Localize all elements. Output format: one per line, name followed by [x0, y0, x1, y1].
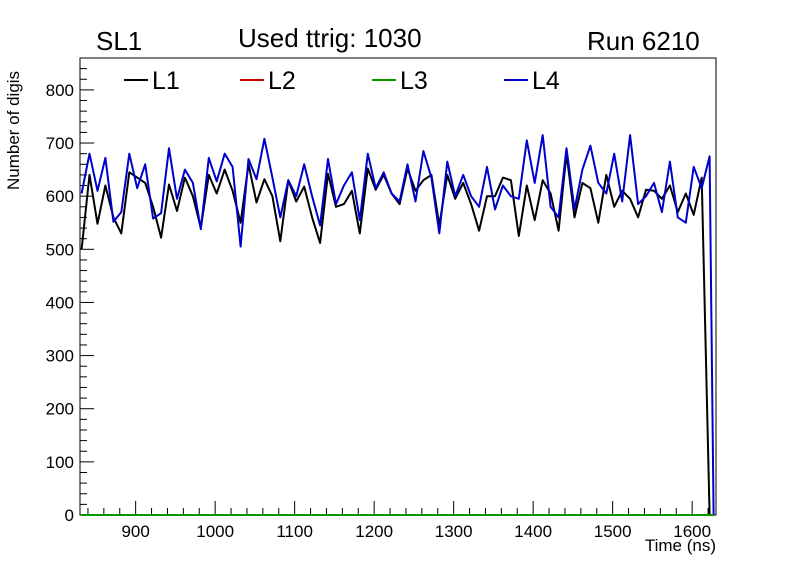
x-tick-label: 900 [121, 522, 149, 541]
series-line-l1 [80, 152, 714, 516]
y-tick-label: 700 [46, 134, 74, 153]
y-axis-label: Number of digis [4, 70, 23, 190]
y-tick-label: 100 [46, 453, 74, 472]
plot-frame [79, 57, 717, 516]
series-layer [80, 134, 715, 516]
series-line-l4 [80, 134, 715, 516]
y-tick-label: 600 [46, 187, 74, 206]
y-tick-label: 300 [46, 347, 74, 366]
x-tick-label: 1500 [594, 522, 632, 541]
x-tick-label: 1200 [355, 522, 393, 541]
x-axis: 900 1000 1100 1200 1300 1400 1500 1600 [87, 501, 711, 541]
y-tick-label: 400 [46, 293, 74, 312]
legend-label-l4: L4 [532, 67, 560, 95]
y-axis: 0 100 200 300 400 500 600 700 800 [46, 57, 94, 525]
chart-title: Used ttrig: 1030 [238, 23, 422, 53]
x-tick-label: 1600 [673, 522, 711, 541]
y-tick-label: 200 [46, 400, 74, 419]
y-tick-label: 500 [46, 240, 74, 259]
run-label: Run 6210 [587, 26, 700, 56]
x-tick-label: 1300 [435, 522, 473, 541]
y-tick-label: 0 [65, 506, 74, 525]
legend-label-l2: L2 [268, 67, 296, 95]
x-tick-label: 1400 [514, 522, 552, 541]
legend-label-l1: L1 [152, 67, 180, 95]
y-tick-label: 800 [46, 81, 74, 100]
legend: L1 L2 L3 L4 [124, 67, 560, 95]
x-tick-label: 1000 [196, 522, 234, 541]
legend-label-l3: L3 [400, 67, 428, 95]
x-axis-label: Time (ns) [644, 536, 716, 555]
superlayer-label: SL1 [96, 26, 143, 56]
x-tick-label: 1100 [276, 522, 313, 541]
